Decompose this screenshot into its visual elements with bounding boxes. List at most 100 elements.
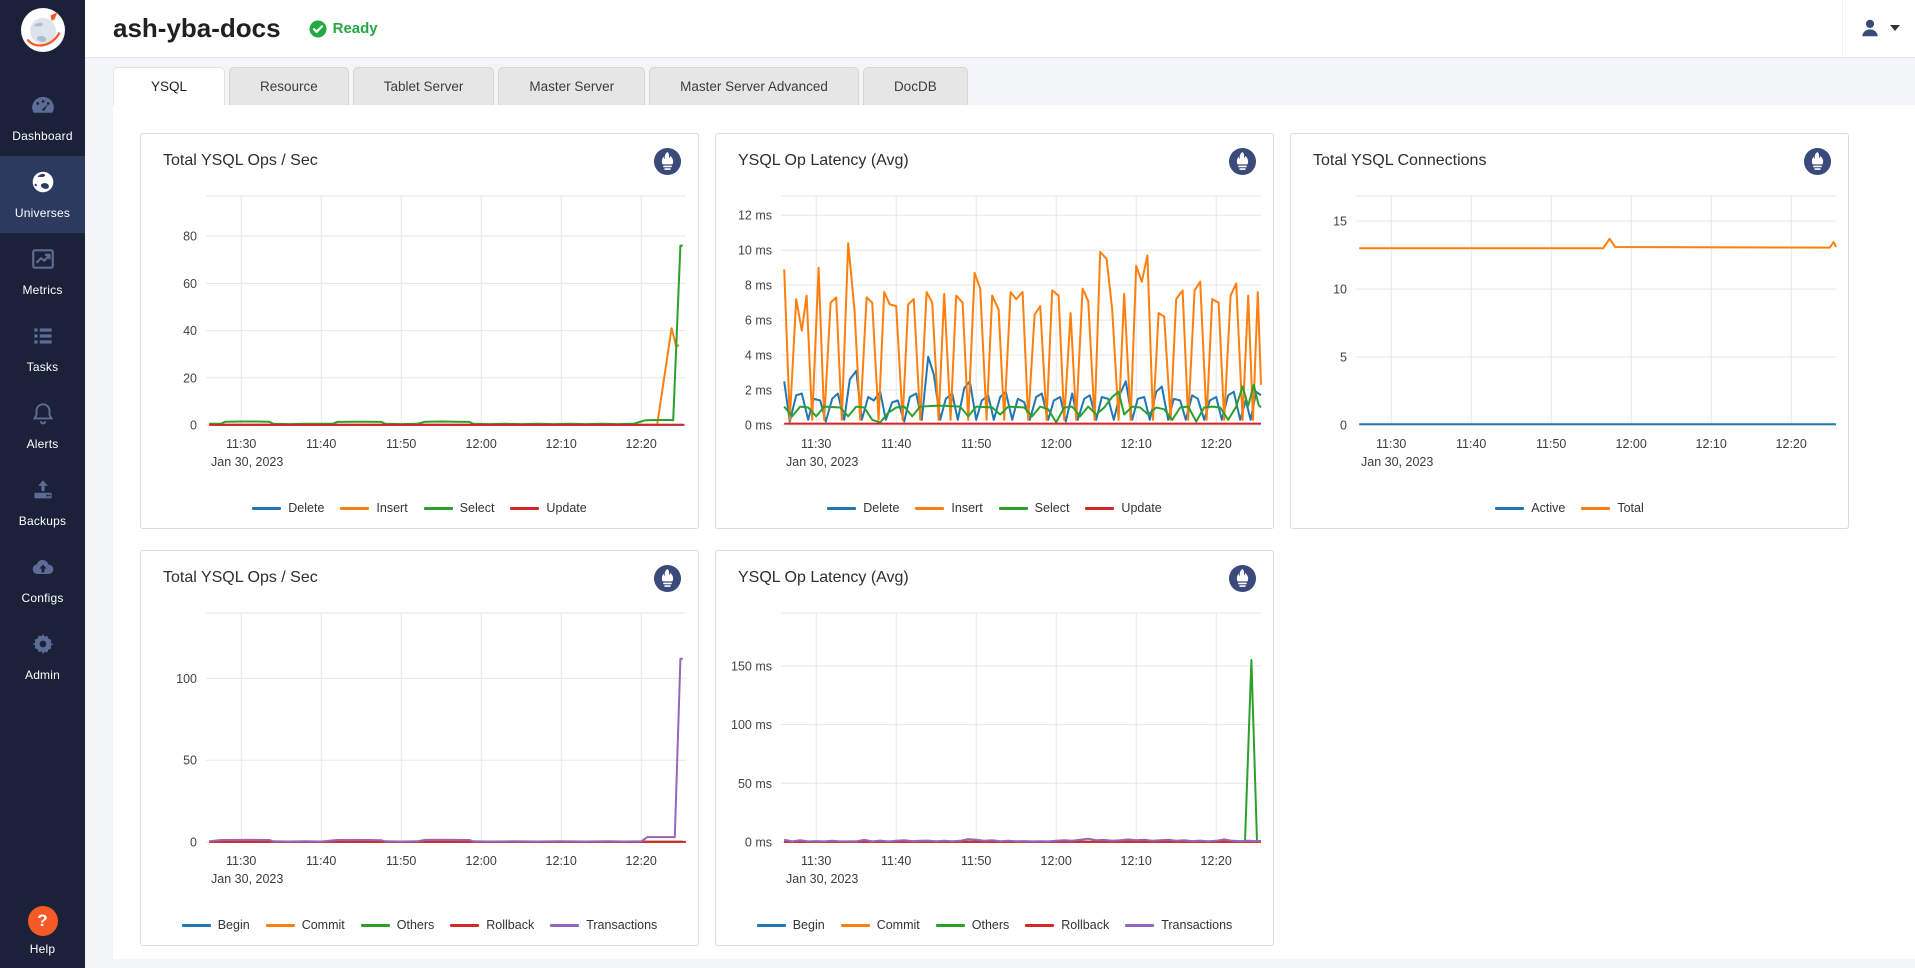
legend-swatch [1085, 507, 1114, 510]
sidebar-item-admin[interactable]: Admin [0, 618, 85, 695]
y-tick-label: 12 ms [738, 209, 772, 223]
legend-swatch [915, 507, 944, 510]
series-line-insert [209, 328, 679, 424]
legend-label: Delete [288, 501, 324, 515]
x-tick-label: 11:50 [386, 437, 416, 451]
legend-item-rollback[interactable]: Rollback [1025, 918, 1109, 932]
x-axis-date-label: Jan 30, 2023 [211, 872, 283, 886]
legend-item-commit[interactable]: Commit [841, 918, 920, 932]
legend-item-select[interactable]: Select [424, 501, 495, 515]
prometheus-icon[interactable] [653, 147, 682, 176]
tab-docdb[interactable]: DocDB [863, 67, 968, 105]
sidebar-item-label: Backups [19, 514, 66, 528]
legend-item-others[interactable]: Others [361, 918, 435, 932]
sidebar-item-label: Tasks [27, 360, 59, 374]
y-tick-label: 0 [190, 836, 197, 850]
chart-legend: Delete Insert Select Update [716, 501, 1273, 515]
prometheus-icon[interactable] [1228, 564, 1257, 593]
legend-label: Insert [376, 501, 407, 515]
sidebar-item-label: Metrics [22, 283, 62, 297]
universe-globe-icon [30, 169, 56, 200]
legend-item-total[interactable]: Total [1581, 501, 1643, 515]
x-tick-label: 12:00 [1616, 437, 1647, 451]
chart-plot: 0 ms50 ms100 ms150 ms11:3011:4011:5012:0… [716, 551, 1275, 947]
chart-title: YSQL Op Latency (Avg) [738, 152, 909, 170]
legend-label: Update [546, 501, 586, 515]
status-badge: Ready [309, 20, 378, 38]
x-axis-date-label: Jan 30, 2023 [211, 455, 283, 469]
sidebar-item-dashboard[interactable]: Dashboard [0, 79, 85, 156]
dashboard-gauge-icon [30, 92, 56, 123]
y-tick-label: 100 [176, 672, 197, 686]
user-menu-button[interactable] [1842, 0, 1915, 56]
legend-item-update[interactable]: Update [1085, 501, 1161, 515]
prometheus-icon[interactable] [1228, 147, 1257, 176]
alerts-bell-icon [30, 400, 56, 431]
x-tick-label: 12:20 [626, 437, 657, 451]
legend-item-insert[interactable]: Insert [915, 501, 982, 515]
x-tick-label: 12:00 [466, 854, 497, 868]
legend-item-update[interactable]: Update [510, 501, 586, 515]
chart-title: Total YSQL Ops / Sec [163, 152, 318, 170]
x-tick-label: 11:30 [801, 854, 831, 868]
tab-tablet-server[interactable]: Tablet Server [353, 67, 495, 105]
legend-item-select[interactable]: Select [999, 501, 1070, 515]
legend-swatch [510, 507, 539, 510]
y-tick-label: 50 [183, 754, 197, 768]
legend-label: Commit [302, 918, 345, 932]
legend-item-delete[interactable]: Delete [252, 501, 324, 515]
x-tick-label: 12:10 [1121, 854, 1152, 868]
legend-label: Delete [863, 501, 899, 515]
legend-swatch [424, 507, 453, 510]
prometheus-icon[interactable] [1803, 147, 1832, 176]
legend-swatch [550, 924, 579, 927]
legend-item-delete[interactable]: Delete [827, 501, 899, 515]
legend-item-others[interactable]: Others [936, 918, 1010, 932]
legend-swatch [450, 924, 479, 927]
legend-item-rollback[interactable]: Rollback [450, 918, 534, 932]
y-tick-label: 10 ms [738, 244, 772, 258]
legend-label: Update [1121, 501, 1161, 515]
x-axis-date-label: Jan 30, 2023 [786, 455, 858, 469]
sidebar-item-alerts[interactable]: Alerts [0, 387, 85, 464]
x-axis-date-label: Jan 30, 2023 [1361, 455, 1433, 469]
legend-swatch [757, 924, 786, 927]
legend-item-commit[interactable]: Commit [266, 918, 345, 932]
sidebar-item-metrics[interactable]: Metrics [0, 233, 85, 310]
x-tick-label: 11:30 [801, 437, 831, 451]
x-tick-label: 12:00 [466, 437, 497, 451]
sidebar-item-help[interactable]: ? Help [28, 906, 58, 956]
legend-item-begin[interactable]: Begin [182, 918, 250, 932]
y-tick-label: 5 [1340, 351, 1347, 365]
tab-master-server-advanced[interactable]: Master Server Advanced [649, 67, 859, 105]
legend-label: Commit [877, 918, 920, 932]
sidebar-item-universes[interactable]: Universes [0, 156, 85, 233]
x-tick-label: 12:10 [546, 854, 577, 868]
tab-ysql[interactable]: YSQL [113, 67, 225, 105]
x-tick-label: 12:10 [546, 437, 577, 451]
legend-swatch [936, 924, 965, 927]
y-tick-label: 0 ms [745, 419, 772, 433]
metrics-chart-icon [30, 246, 56, 277]
sidebar-item-configs[interactable]: Configs [0, 541, 85, 618]
legend-label: Others [397, 918, 435, 932]
legend-item-transactions[interactable]: Transactions [550, 918, 657, 932]
chart-legend: Begin Commit Others Rollback Transaction… [141, 918, 698, 932]
tab-resource[interactable]: Resource [229, 67, 349, 105]
series-line-transactions [209, 659, 683, 842]
backups-upload-icon [30, 477, 56, 508]
content: YSQLResourceTablet ServerMaster ServerMa… [85, 58, 1915, 968]
prometheus-icon[interactable] [653, 564, 682, 593]
sidebar-item-label: Configs [21, 591, 63, 605]
x-tick-label: 12:00 [1041, 854, 1072, 868]
sidebar-item-backups[interactable]: Backups [0, 464, 85, 541]
legend-item-transactions[interactable]: Transactions [1125, 918, 1232, 932]
legend-item-active[interactable]: Active [1495, 501, 1565, 515]
series-line-transactions [784, 839, 1261, 842]
sidebar-item-tasks[interactable]: Tasks [0, 310, 85, 387]
yugabyte-logo [20, 7, 66, 53]
tab-master-server[interactable]: Master Server [498, 67, 645, 105]
sidebar-item-label: Help [30, 942, 55, 956]
legend-item-begin[interactable]: Begin [757, 918, 825, 932]
legend-item-insert[interactable]: Insert [340, 501, 407, 515]
